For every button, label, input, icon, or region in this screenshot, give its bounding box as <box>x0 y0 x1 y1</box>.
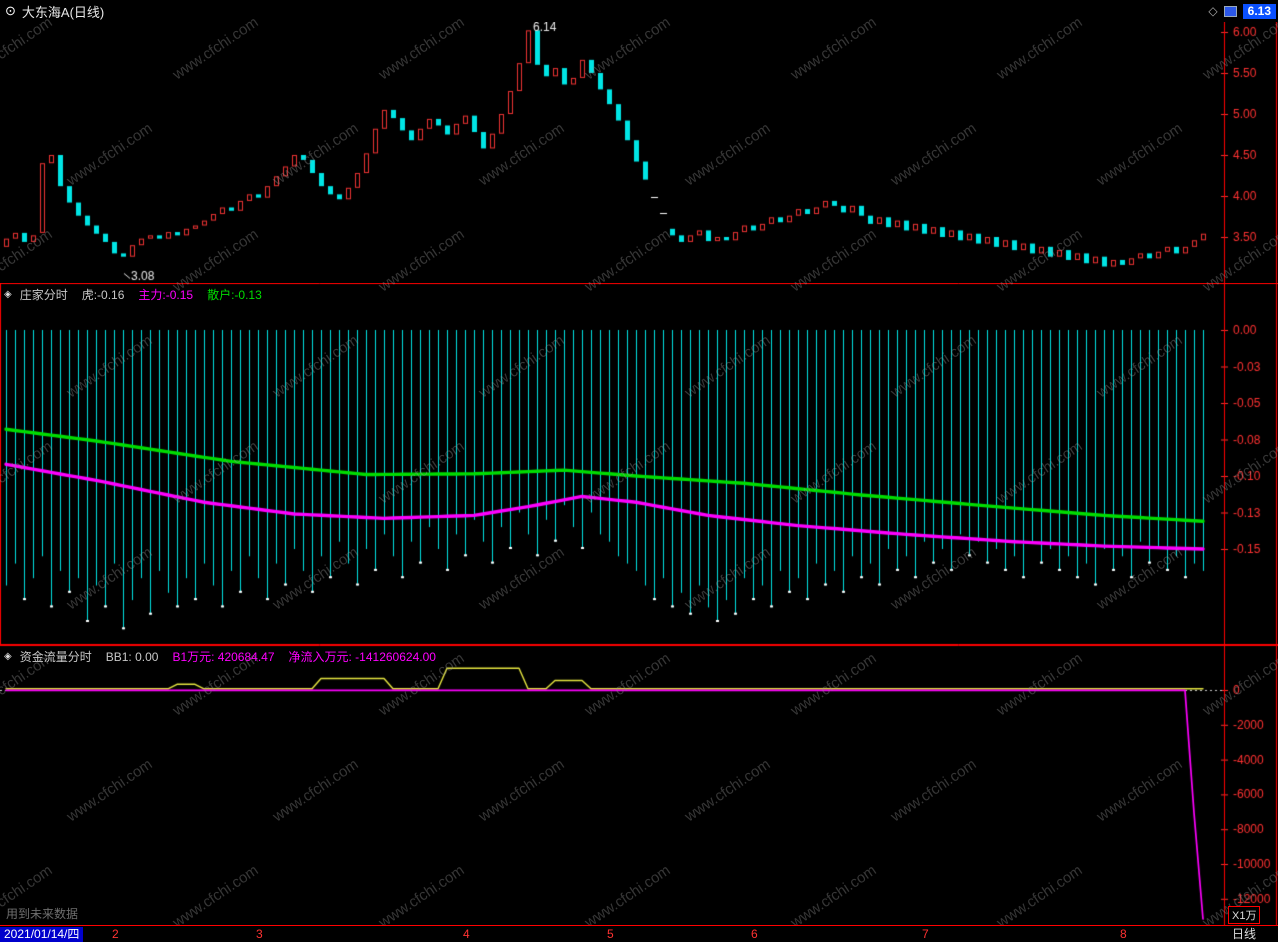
month-label: 6 <box>751 927 758 941</box>
hu-value: 虎:-0.16 <box>81 288 125 302</box>
panel-bullet-icon: ◈ <box>4 289 12 300</box>
zhuangjia-indicator-chart[interactable] <box>0 283 1278 645</box>
money-flow-panel-header: ◈ 资金流量分时 BB1: 0.00 B1万元: 420684.47 净流入万元… <box>4 648 436 665</box>
app-icon: ⊙ <box>5 3 16 18</box>
period-selector[interactable]: 日线 <box>1232 927 1257 941</box>
net-inflow-value: 净流入万元: -141260624.00 <box>288 650 436 664</box>
axis-unit-label: X1万 <box>1228 906 1261 924</box>
title-right-cluster: ◇ 6.13 <box>1208 1 1276 21</box>
date-readout: 2021/01/14/四 <box>0 927 84 942</box>
month-label: 5 <box>607 927 614 941</box>
month-label: 7 <box>922 927 929 941</box>
money-flow-indicator-chart[interactable] <box>0 645 1278 925</box>
price-badge: 6.13 <box>1242 3 1276 19</box>
window-icon[interactable] <box>1223 5 1237 17</box>
money-flow-title: 资金流量分时 <box>19 650 92 664</box>
month-label: 8 <box>1120 927 1127 941</box>
sanhu-value: 散户:-0.13 <box>207 288 262 302</box>
window-title: 大东海A(日线) <box>21 4 105 20</box>
month-label: 2 <box>112 927 119 941</box>
diamond-icon: ◇ <box>1208 4 1218 18</box>
zhuli-value: 主力:-0.15 <box>138 288 194 302</box>
zhuangjia-panel-header: ◈ 庄家分时 虎:-0.16 主力:-0.15 散户:-0.13 <box>4 286 262 303</box>
panel-bullet-icon: ◈ <box>4 651 12 662</box>
month-label: 4 <box>463 927 470 941</box>
bb1-value: BB1: 0.00 <box>105 649 159 664</box>
status-bar: 2021/01/14/四 2 3 4 5 6 7 8 日线 <box>0 925 1278 942</box>
future-data-note: 用到未来数据 <box>6 907 79 921</box>
zhuangjia-title: 庄家分时 <box>19 288 68 302</box>
month-label: 3 <box>256 927 263 941</box>
main-candlestick-chart[interactable] <box>0 22 1278 283</box>
title-bar: ⊙ 大东海A(日线) ◇ 6.13 <box>0 0 1278 22</box>
b1-value: B1万元: 420684.47 <box>172 650 275 664</box>
